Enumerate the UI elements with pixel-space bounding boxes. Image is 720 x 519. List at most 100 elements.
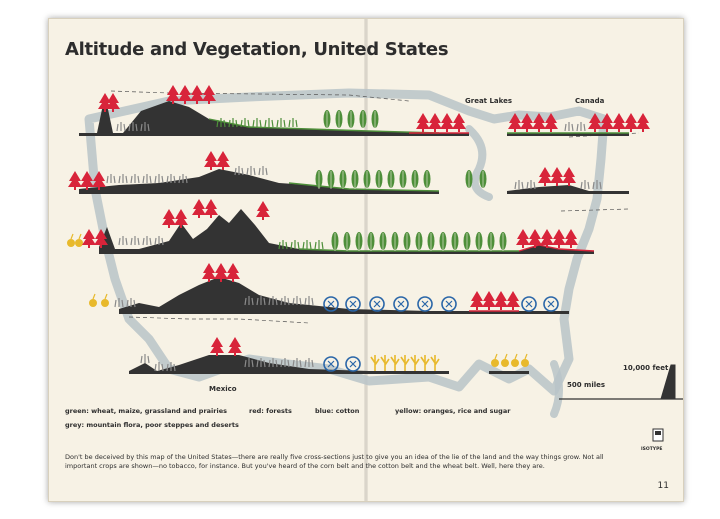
terrain-row-1 bbox=[79, 95, 469, 136]
forest-icon bbox=[428, 113, 442, 132]
grassland-icon bbox=[268, 358, 278, 368]
forest-icon bbox=[538, 167, 552, 186]
grassland-icon bbox=[166, 362, 176, 372]
scale-distance-label: 500 miles bbox=[567, 381, 606, 389]
grassland-icon bbox=[178, 174, 188, 184]
grassland-icon bbox=[526, 180, 536, 190]
section-row-1 bbox=[79, 95, 629, 136]
grassland-icon bbox=[128, 122, 138, 132]
grassland-icon bbox=[118, 236, 128, 246]
forest-icon bbox=[624, 113, 638, 132]
wheat-icon bbox=[315, 170, 323, 189]
grassland-icon bbox=[114, 298, 124, 308]
forest-icon bbox=[202, 85, 216, 104]
grassland-icon bbox=[256, 358, 266, 368]
florida-shape bbox=[550, 360, 563, 418]
forest-icon bbox=[564, 229, 578, 248]
prairie-icon bbox=[228, 118, 238, 128]
orange-icon bbox=[491, 353, 499, 367]
wheat-icon bbox=[439, 232, 447, 251]
wheat-icon bbox=[351, 170, 359, 189]
grassland-icon bbox=[304, 296, 314, 306]
grassland-icon bbox=[256, 296, 266, 306]
terrain-row-5 bbox=[129, 355, 449, 374]
wheat-icon bbox=[403, 232, 411, 251]
cotton-icon bbox=[323, 356, 339, 372]
grassland-icon bbox=[126, 298, 136, 308]
rice-icon bbox=[400, 355, 410, 371]
scale-height-label: 10,000 feet bbox=[623, 364, 669, 372]
wheat-icon bbox=[499, 232, 507, 251]
forest-icon bbox=[550, 167, 564, 186]
prairie-icon bbox=[314, 240, 324, 250]
wheat-icon bbox=[465, 170, 473, 189]
wheat-icon bbox=[379, 232, 387, 251]
label-canada: Canada bbox=[575, 97, 605, 105]
cotton-icon bbox=[369, 296, 385, 312]
forest-icon bbox=[210, 337, 224, 356]
orange-icon bbox=[101, 293, 109, 307]
wheat-icon bbox=[347, 110, 355, 129]
grassland-icon bbox=[130, 236, 140, 246]
forest-icon bbox=[562, 167, 576, 186]
rice-icon bbox=[390, 355, 400, 371]
grassland-icon bbox=[268, 296, 278, 306]
grassland-icon bbox=[280, 296, 290, 306]
scale-bar bbox=[559, 364, 683, 400]
prairie-icon bbox=[288, 118, 298, 128]
section-row-2 bbox=[79, 169, 629, 194]
book-gutter bbox=[364, 19, 368, 501]
wheat-icon bbox=[463, 232, 471, 251]
forest-icon bbox=[540, 229, 554, 248]
section-row-3 bbox=[99, 209, 594, 254]
cotton-icon bbox=[543, 296, 559, 312]
page-title: Altitude and Vegetation, United States bbox=[65, 39, 449, 60]
wheat-icon bbox=[475, 232, 483, 251]
forest-icon bbox=[162, 209, 176, 228]
cotton-icon bbox=[521, 296, 537, 312]
prairie-icon bbox=[264, 118, 274, 128]
grassland-icon bbox=[592, 180, 602, 190]
grassland-icon bbox=[118, 174, 128, 184]
wheat-icon bbox=[391, 232, 399, 251]
forest-icon bbox=[532, 113, 546, 132]
forest-icon bbox=[204, 151, 218, 170]
rice-icon bbox=[420, 355, 430, 371]
grassland-icon bbox=[142, 236, 152, 246]
cotton-icon bbox=[417, 296, 433, 312]
prairie-icon bbox=[290, 240, 300, 250]
forest-icon bbox=[494, 291, 508, 310]
forest-icon bbox=[94, 229, 108, 248]
prairie-icon bbox=[216, 118, 226, 128]
forest-icon bbox=[636, 113, 650, 132]
rice-icon bbox=[380, 355, 390, 371]
grassland-icon bbox=[244, 358, 254, 368]
wheat-icon bbox=[387, 170, 395, 189]
wheat-icon bbox=[451, 232, 459, 251]
forest-icon bbox=[528, 229, 542, 248]
wheat-icon bbox=[487, 232, 495, 251]
isotype-label: ISOTYPE bbox=[641, 447, 663, 452]
forest-icon bbox=[516, 229, 530, 248]
cross-section-diagram bbox=[67, 85, 683, 442]
forest-icon bbox=[216, 151, 230, 170]
grassland-icon bbox=[292, 296, 302, 306]
grassland-icon bbox=[304, 358, 314, 368]
grassland-icon bbox=[154, 236, 164, 246]
wheat-icon bbox=[367, 232, 375, 251]
height-scale-wedge bbox=[660, 364, 676, 400]
prairie-icon bbox=[302, 240, 312, 250]
forest-icon bbox=[226, 263, 240, 282]
forest-icon bbox=[416, 113, 430, 132]
wheat-icon bbox=[335, 110, 343, 129]
forest-icon bbox=[166, 85, 180, 104]
forest-icon bbox=[470, 291, 484, 310]
forest-icon bbox=[80, 171, 94, 190]
wheat-icon bbox=[363, 170, 371, 189]
prairie-icon bbox=[252, 118, 262, 128]
orange-icon bbox=[89, 293, 97, 307]
forest-icon bbox=[106, 93, 120, 112]
prairie-icon bbox=[276, 118, 286, 128]
grassland-icon bbox=[258, 166, 268, 176]
legend-red: red: forests bbox=[249, 407, 292, 415]
